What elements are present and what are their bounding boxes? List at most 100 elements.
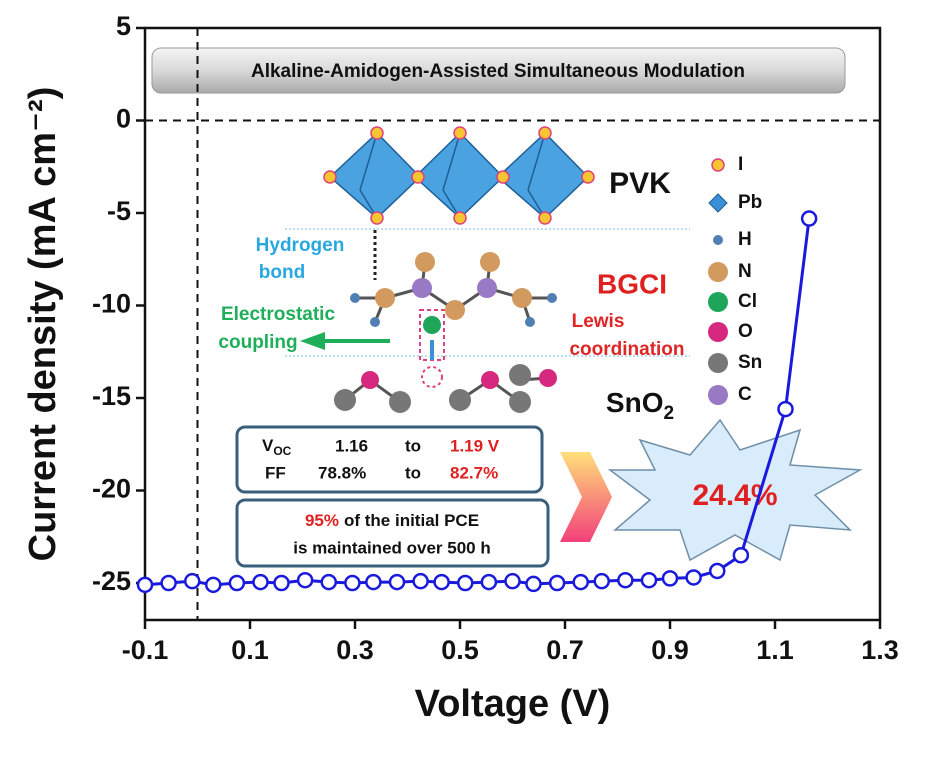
legend-label: N	[738, 261, 752, 282]
pvk-label: PVK	[609, 167, 671, 200]
y-axis-label: Current density (mA cm⁻²)	[22, 87, 64, 562]
legend-label: Sn	[738, 352, 762, 373]
data-point	[228, 574, 246, 592]
x-tick-label: 0.7	[546, 635, 584, 665]
electrostatic-label: coupling	[218, 332, 297, 353]
stability-line: is maintained over 500 h	[293, 538, 490, 557]
y-tick-label: -20	[92, 474, 131, 504]
data-point	[296, 571, 314, 589]
voc-to: 1.19 V	[450, 436, 500, 455]
data-point	[661, 570, 679, 587]
data-point	[252, 573, 269, 591]
x-tick-label: 1.1	[756, 635, 794, 665]
x-tick-label: 1.3	[861, 635, 899, 665]
y-tick-label: -10	[92, 289, 131, 319]
ff-to: 82.7%	[450, 463, 498, 482]
stability-line: 95% of the initial PCE	[305, 511, 479, 530]
voc-from: 1.16	[335, 436, 368, 455]
data-point	[344, 574, 361, 592]
legend-label: O	[738, 321, 753, 342]
ff-label: FF	[265, 463, 286, 482]
voc-sub: OC	[273, 444, 291, 458]
starburst	[607, 418, 863, 562]
legend-marker	[713, 235, 723, 245]
x-tick-label: 0.3	[336, 635, 374, 665]
chevron	[560, 452, 612, 542]
legend-marker	[708, 262, 728, 282]
iodide-dots	[323, 126, 595, 225]
ff-from: 78.8%	[318, 463, 366, 482]
legend-marker	[708, 292, 728, 312]
x-axis-label: Voltage (V)	[415, 683, 611, 725]
legend-label: C	[738, 384, 752, 405]
inset-art	[151, 47, 863, 568]
x-tick-label: 0.1	[231, 635, 269, 665]
pce-label: 24.4%	[692, 479, 777, 512]
stability-box	[235, 498, 550, 568]
legend-marker	[708, 193, 728, 213]
stability-rest: of the initial PCE	[344, 511, 479, 530]
molecule-atoms	[350, 252, 557, 334]
data-point	[388, 573, 406, 591]
data-point	[685, 569, 702, 586]
voc-label: VOC	[262, 436, 292, 458]
legend-label: H	[738, 229, 752, 250]
stability-highlight: 95%	[305, 511, 339, 530]
plot-frame	[143, 26, 882, 622]
bgci-label: BGCI	[597, 268, 667, 299]
data-point	[617, 571, 634, 589]
lewis-label: Lewis	[572, 311, 625, 332]
legend-marker	[708, 353, 728, 373]
voc-v: V	[262, 436, 274, 455]
data-point	[593, 572, 610, 590]
data-point	[732, 547, 750, 564]
sno2-label: SnO2	[606, 387, 674, 424]
data-point	[136, 576, 154, 594]
y-tick-label: -25	[92, 566, 131, 596]
data-point	[800, 210, 818, 227]
legend-marker	[708, 385, 728, 405]
data-point	[548, 574, 566, 592]
data-point	[365, 573, 382, 591]
data-point	[273, 574, 290, 592]
data-point	[572, 573, 589, 591]
octahedra	[328, 131, 590, 220]
voc-word: to	[405, 436, 421, 455]
data-point	[504, 572, 521, 590]
green-arrow	[300, 332, 325, 350]
data-point	[184, 572, 201, 590]
lewis-label: coordination	[569, 339, 684, 360]
sno2-text: SnO	[606, 387, 664, 418]
legend-marker	[708, 322, 728, 342]
y-tick-label: -5	[107, 196, 131, 226]
data-point	[480, 573, 498, 591]
y-tick-label: 5	[116, 11, 131, 41]
data-point	[433, 573, 450, 591]
hbond-label: Hydrogen	[256, 235, 345, 256]
data-point	[160, 574, 177, 592]
data-point	[205, 576, 222, 594]
legend-label: Cl	[738, 291, 757, 312]
data-point	[525, 575, 542, 593]
electrostatic-label: Electrostatic	[221, 304, 335, 325]
y-tick-label: -15	[92, 381, 131, 411]
legend-label: Pb	[738, 192, 762, 213]
x-tick-label: 0.9	[651, 635, 689, 665]
data-point	[777, 400, 794, 418]
data-point	[320, 573, 337, 591]
voc-box	[235, 425, 544, 494]
data-point	[412, 572, 429, 590]
inset-text: Alkaline-Amidogen-Assisted Simultaneous …	[218, 61, 777, 557]
sno2-atoms	[334, 364, 557, 413]
data-point	[640, 571, 658, 589]
banner-box	[151, 47, 846, 94]
vacancy	[421, 366, 443, 388]
x-tick-label: 0.5	[441, 635, 479, 665]
legend-marker	[711, 158, 725, 172]
data-point	[457, 574, 474, 592]
y-tick-label: 0	[116, 104, 131, 134]
hbond-label: bond	[259, 262, 305, 283]
banner-text: Alkaline-Amidogen-Assisted Simultaneous …	[251, 61, 745, 82]
legend-label: I	[738, 154, 743, 175]
